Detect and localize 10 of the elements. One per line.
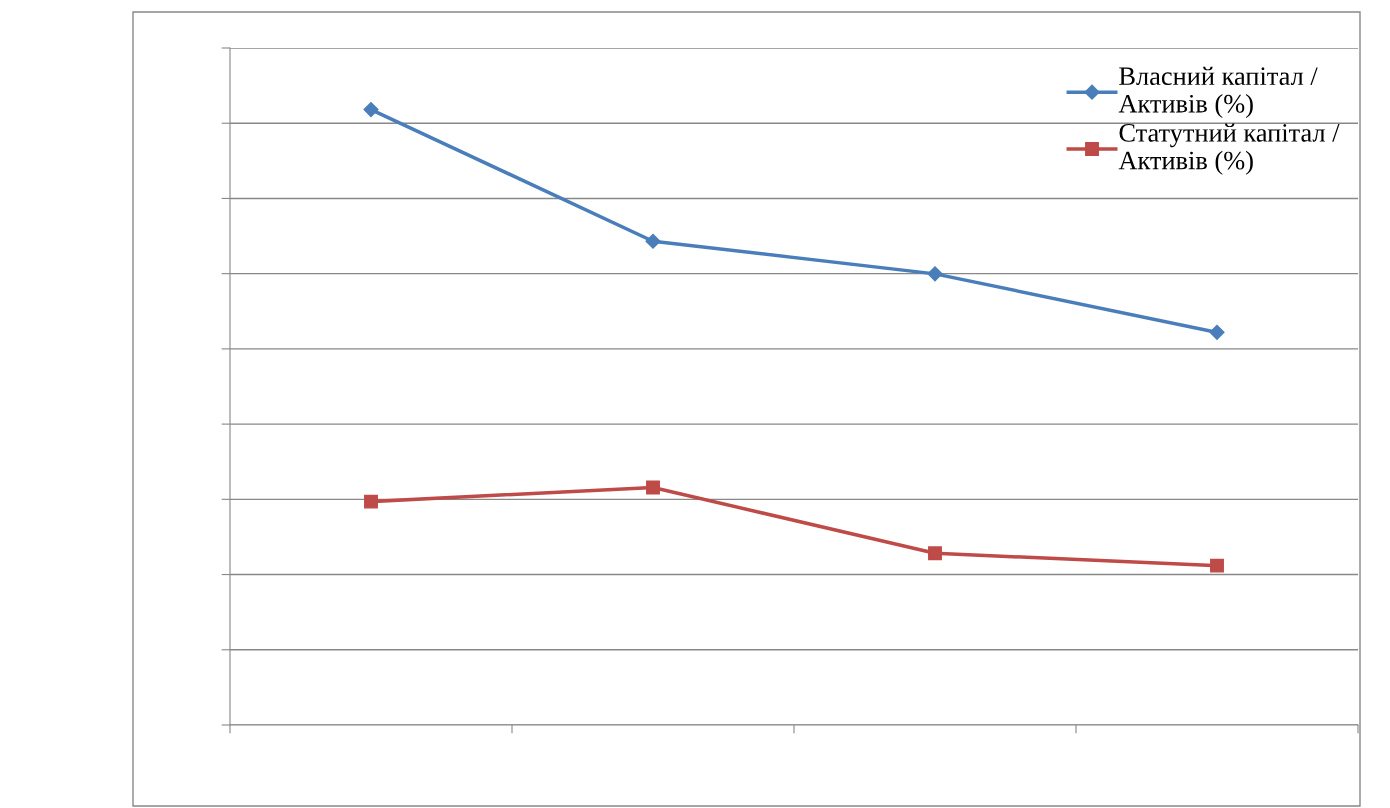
legend-label: Власний капітал / Активів (%) <box>1118 66 1318 118</box>
point <box>645 233 661 249</box>
point <box>646 480 660 495</box>
legend-label: Статутний капітал / Активів (%) <box>1118 123 1340 175</box>
point <box>1210 558 1224 573</box>
point <box>927 266 943 282</box>
point <box>363 101 379 118</box>
point <box>1209 324 1225 340</box>
point <box>928 546 942 561</box>
point <box>364 494 378 509</box>
